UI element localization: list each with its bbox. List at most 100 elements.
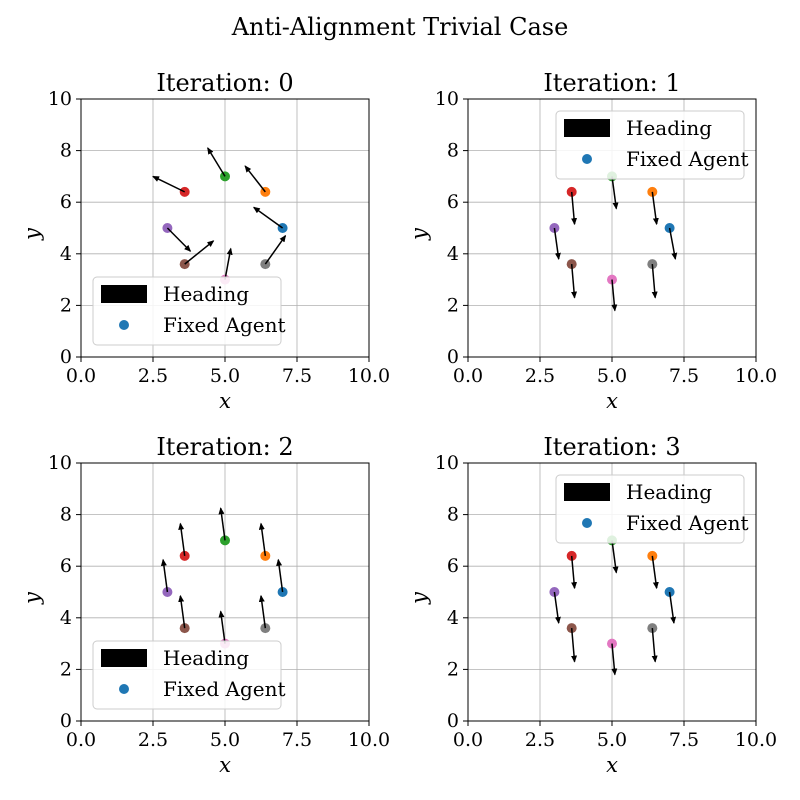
agent-2 (218, 507, 230, 546)
agent-4 (162, 223, 192, 252)
heading-arrow (553, 591, 561, 624)
x-tick-label: 10.0 (348, 365, 390, 387)
y-axis-label: y (20, 227, 44, 241)
x-axis-label: x (606, 389, 618, 413)
heading-arrow (668, 227, 678, 260)
legend-fixed-agent-label: Fixed Agent (626, 511, 749, 535)
y-axis-label: y (407, 227, 431, 241)
subplot-title: Iteration: 0 (156, 69, 293, 97)
legend-heading-label: Heading (163, 282, 249, 306)
agent-1 (647, 550, 659, 590)
legend-fixed-agent-marker (582, 154, 592, 164)
y-tick-label: 10 (435, 88, 459, 110)
y-tick-label: 8 (447, 504, 459, 526)
agent-7 (258, 594, 271, 634)
agent-4 (160, 558, 173, 597)
legend-heading-label: Heading (626, 116, 712, 140)
heading-arrow (258, 522, 267, 556)
x-tick-label: 0.0 (453, 729, 483, 751)
y-axis-label: y (407, 591, 431, 605)
agent-5 (566, 623, 578, 663)
y-tick-label: 4 (447, 607, 459, 629)
x-tick-label: 5.0 (210, 729, 240, 751)
legend-heading-swatch (564, 483, 610, 501)
y-axis-label: y (20, 591, 44, 605)
heading-arrow (166, 227, 192, 252)
heading-arrow (258, 594, 267, 629)
x-tick-label: 2.5 (525, 365, 555, 387)
legend-heading-label: Heading (163, 646, 249, 670)
heading-arrow (570, 191, 578, 226)
x-tick-label: 0.0 (66, 365, 96, 387)
y-tick-label: 2 (447, 658, 459, 680)
x-tick-label: 5.0 (597, 365, 627, 387)
subplot-grid: Iteration: 0 0.0 2.5 5.0 7.5 10.0 0 2 4 6 8 10 x y Hea… (20, 69, 777, 777)
x-tick-label: 10.0 (735, 729, 777, 751)
agent-3 (566, 186, 578, 226)
legend-heading-swatch (564, 119, 610, 137)
x-tick-label: 7.5 (282, 729, 312, 751)
subplot-title: Iteration: 2 (156, 433, 293, 461)
x-tick-label: 7.5 (669, 365, 699, 387)
legend-fixed-agent-label: Fixed Agent (626, 147, 749, 171)
legend-fixed-agent-marker (119, 684, 129, 694)
agent-0 (664, 587, 677, 624)
heading-arrow (244, 165, 266, 193)
heading-arrow (178, 522, 186, 556)
x-tick-label: 2.5 (138, 729, 168, 751)
legend: Heading Fixed Agent (555, 110, 749, 180)
heading-arrow (651, 555, 659, 590)
heading-arrow (224, 247, 233, 280)
y-tick-label: 8 (447, 140, 459, 162)
heading-arrow (160, 558, 169, 593)
y-tick-label: 0 (60, 346, 72, 368)
agent-6 (607, 638, 618, 676)
x-tick-label: 10.0 (735, 365, 777, 387)
y-tick-label: 0 (60, 710, 72, 732)
legend-heading-label: Heading (626, 480, 712, 504)
agent-1 (258, 522, 271, 561)
x-axis-label: x (219, 753, 231, 777)
heading-arrow (570, 555, 578, 590)
agent-0 (664, 223, 678, 260)
agent-7 (647, 259, 658, 299)
agent-7 (647, 623, 658, 663)
agent-0 (276, 558, 288, 597)
y-tick-label: 2 (60, 658, 72, 680)
y-tick-label: 6 (447, 191, 459, 213)
y-tick-label: 2 (60, 294, 72, 316)
heading-arrow (651, 191, 659, 226)
agent-1 (244, 165, 271, 197)
y-tick-label: 8 (60, 504, 72, 526)
legend: Heading Fixed Agent (555, 474, 749, 544)
legend-fixed-agent-marker (582, 518, 592, 528)
legend-fixed-agent-marker (119, 320, 129, 330)
y-tick-label: 6 (60, 555, 72, 577)
heading-arrow (184, 240, 215, 265)
agent-5 (566, 259, 578, 299)
subplot-title: Iteration: 1 (543, 69, 680, 97)
x-tick-label: 0.0 (66, 729, 96, 751)
heading-arrow (611, 540, 619, 574)
x-tick-label: 5.0 (210, 365, 240, 387)
agent-5 (178, 594, 190, 634)
agent-2 (207, 147, 230, 182)
legend: Heading Fixed Agent (92, 276, 286, 346)
subplot-3: Iteration: 3 0.0 2.5 5.0 7.5 10.0 0 2 4 6 8 10 x y Hea… (407, 433, 777, 777)
heading-arrow (668, 591, 677, 624)
agent-5 (179, 240, 215, 270)
heading-arrow (553, 227, 561, 260)
heading-arrow (570, 264, 578, 299)
y-tick-label: 4 (447, 243, 459, 265)
y-tick-label: 10 (435, 452, 459, 474)
y-tick-label: 6 (447, 555, 459, 577)
y-tick-label: 0 (447, 346, 459, 368)
legend-fixed-agent-label: Fixed Agent (163, 313, 286, 337)
x-tick-label: 7.5 (282, 365, 312, 387)
y-tick-label: 6 (60, 191, 72, 213)
x-axis-label: x (219, 389, 231, 413)
x-tick-label: 0.0 (453, 365, 483, 387)
heading-arrow (611, 176, 619, 210)
figure-title: Anti-Alignment Trivial Case (231, 13, 569, 41)
heading-arrow (218, 610, 226, 644)
